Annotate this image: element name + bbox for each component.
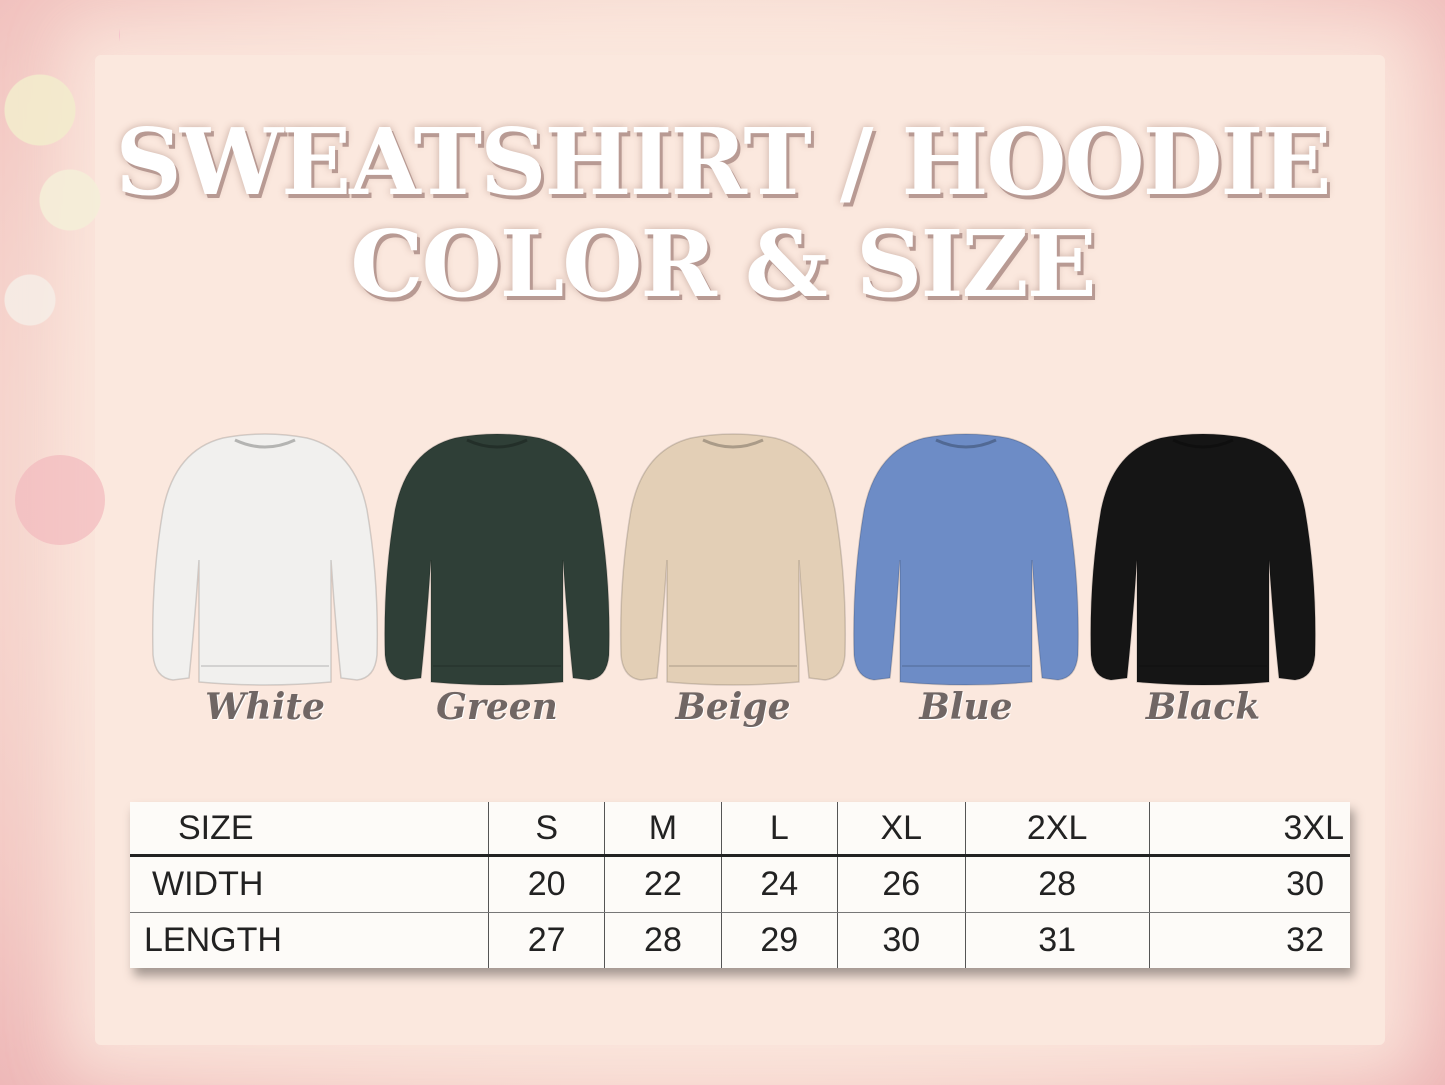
table-cell: 27: [487, 912, 605, 968]
header-cell: XL: [836, 802, 966, 857]
table-row: LENGTH 27 28 29 30 31 32: [130, 912, 1350, 968]
sweatshirt-beige: [613, 430, 853, 690]
table-cell: 32: [1148, 912, 1350, 968]
header-cell: L: [720, 802, 838, 857]
sweatshirt-black: [1083, 430, 1323, 690]
table-cell: 31: [964, 912, 1150, 968]
table-cell: 29: [720, 912, 838, 968]
table-row: WIDTH 20 22 24 26 28 30: [130, 855, 1350, 914]
title-line-1: SWEATSHIRT / HOODIE: [115, 108, 1331, 216]
row-label: LENGTH: [144, 921, 282, 960]
table-cell: 24: [720, 855, 838, 914]
table-cell: 20: [487, 855, 605, 914]
size-chart-table: SIZE S M L XL 2XL 3XL WIDTH 20 22 24 26 …: [130, 802, 1350, 968]
color-label: Green: [436, 686, 558, 728]
title-line-2: COLOR & SIZE: [350, 210, 1097, 318]
color-label: Beige: [675, 686, 791, 728]
table-cell: 30: [1148, 855, 1350, 914]
header-cell: SIZE: [130, 802, 489, 857]
header-cell: S: [487, 802, 605, 857]
sweatshirt-white: [145, 430, 385, 690]
header-cell: 3XL: [1148, 802, 1350, 857]
color-label: Black: [1145, 686, 1261, 728]
table-cell: 30: [836, 912, 966, 968]
sweatshirt-green: [377, 430, 617, 690]
table-cell: 28: [604, 912, 722, 968]
color-label: White: [205, 686, 325, 728]
row-label: WIDTH: [130, 855, 489, 914]
table-cell: 28: [964, 855, 1150, 914]
header-cell: M: [604, 802, 722, 857]
flower-decoration: [0, 0, 120, 380]
sweatshirt-blue: [846, 430, 1086, 690]
sewing-button-decoration: [15, 455, 105, 545]
table-cell: 26: [836, 855, 966, 914]
color-label: Blue: [919, 686, 1013, 728]
table-cell: 22: [604, 855, 722, 914]
table-header-row: SIZE S M L XL 2XL 3XL: [130, 802, 1350, 857]
header-cell: 2XL: [964, 802, 1150, 857]
